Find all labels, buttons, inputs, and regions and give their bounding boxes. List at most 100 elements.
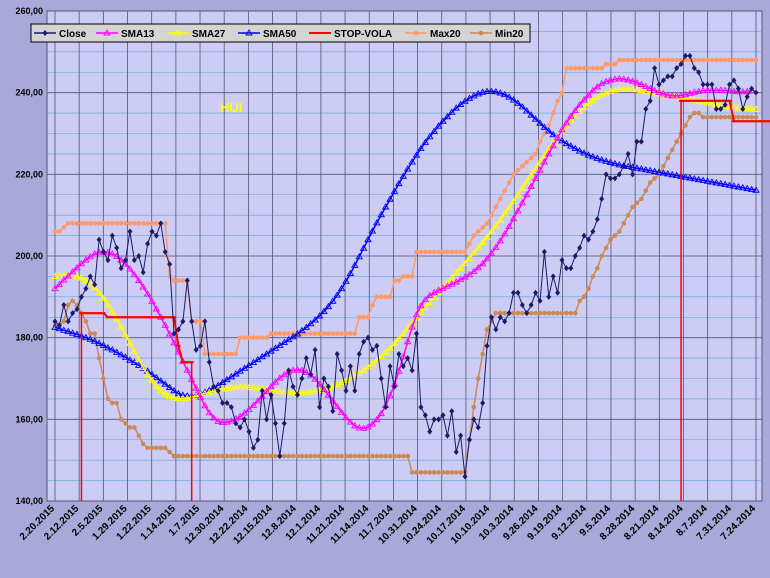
point-close <box>616 171 622 178</box>
point-sma27 <box>571 112 580 119</box>
point-min20 <box>630 204 635 210</box>
point-sma13 <box>245 405 253 412</box>
point-close <box>630 171 636 178</box>
point-close <box>488 314 494 321</box>
point-max20 <box>392 278 397 283</box>
point-min20 <box>193 453 199 459</box>
point-min20 <box>281 453 287 459</box>
point-sma13 <box>289 366 297 373</box>
point-sma13 <box>496 237 505 244</box>
point-sma50 <box>747 185 756 192</box>
point-close <box>546 293 552 300</box>
point-min20 <box>136 433 142 438</box>
point-sma50 <box>478 88 487 95</box>
point-sma13 <box>148 297 156 304</box>
point-sma27 <box>298 388 306 396</box>
point-max20 <box>277 331 283 336</box>
point-sma50 <box>738 183 747 191</box>
point-sma27 <box>240 383 249 390</box>
point-max20 <box>167 274 172 279</box>
point-sma50 <box>443 112 452 120</box>
point-sma27 <box>730 103 738 110</box>
point-max20 <box>691 57 697 63</box>
point-min20 <box>639 196 644 202</box>
point-close <box>453 449 459 455</box>
point-min20 <box>431 470 437 475</box>
point-max20 <box>251 335 256 340</box>
point-sma27 <box>276 387 284 395</box>
point-sma13 <box>223 418 231 425</box>
point-sma27 <box>496 216 505 223</box>
point-sma27 <box>82 276 90 283</box>
point-sma13 <box>514 207 522 214</box>
point-max20 <box>154 221 159 226</box>
point-sma27 <box>747 105 756 112</box>
point-max20 <box>480 225 485 230</box>
point-sma13 <box>668 92 677 99</box>
point-sma13 <box>337 408 346 415</box>
point-min20 <box>705 114 710 120</box>
point-sma13 <box>536 166 544 173</box>
point-sma27 <box>143 370 152 377</box>
point-sma13 <box>664 91 672 98</box>
point-max20 <box>57 229 62 234</box>
point-max20 <box>744 57 750 63</box>
point-sma27 <box>236 383 244 390</box>
point-sma13 <box>417 301 425 309</box>
point-max20 <box>722 57 728 63</box>
point-close <box>347 363 353 370</box>
point-max20 <box>727 57 732 63</box>
point-sma13 <box>196 393 205 400</box>
point-sma50 <box>752 186 760 193</box>
point-max20 <box>405 274 411 279</box>
point-sma50 <box>505 93 513 100</box>
point-max20 <box>211 351 217 357</box>
point-sma13 <box>562 119 571 126</box>
point-sma27 <box>606 87 615 94</box>
point-sma50 <box>624 162 632 170</box>
point-min20 <box>493 310 499 316</box>
point-sma50 <box>483 87 491 94</box>
point-sma13 <box>421 295 430 303</box>
point-sma50 <box>417 144 425 152</box>
point-min20 <box>533 310 538 316</box>
point-close <box>506 310 512 317</box>
point-close <box>224 400 230 406</box>
point-min20 <box>330 453 336 459</box>
point-sma50 <box>606 158 615 165</box>
point-sma27 <box>148 376 156 383</box>
point-max20 <box>343 331 349 336</box>
point-sma50 <box>86 335 95 342</box>
point-sma27 <box>633 85 641 93</box>
point-close <box>339 367 345 374</box>
point-min20 <box>171 453 177 459</box>
point-max20 <box>617 57 622 63</box>
point-sma50 <box>108 346 117 353</box>
point-sma27 <box>474 243 483 251</box>
point-max20 <box>321 331 327 336</box>
point-sma50 <box>734 183 743 190</box>
point-sma13 <box>399 352 408 360</box>
point-sma13 <box>465 270 474 278</box>
point-max20 <box>400 274 406 279</box>
point-sma27 <box>152 382 161 389</box>
point-max20 <box>312 331 318 336</box>
point-max20 <box>590 65 596 71</box>
point-close <box>105 257 111 264</box>
point-min20 <box>145 445 150 451</box>
point-sma27 <box>73 272 81 279</box>
point-min20 <box>220 453 225 459</box>
point-sma50 <box>73 330 81 337</box>
point-max20 <box>568 65 574 71</box>
point-sma13 <box>311 375 319 382</box>
point-sma13 <box>205 408 214 416</box>
point-sma50 <box>112 348 121 355</box>
point-sma50 <box>540 123 549 130</box>
point-close <box>440 412 446 419</box>
point-close <box>242 416 248 423</box>
point-sma13 <box>395 367 403 374</box>
point-sma27 <box>359 366 368 373</box>
point-sma13 <box>734 87 743 95</box>
point-max20 <box>268 331 274 336</box>
point-sma50 <box>99 341 108 348</box>
